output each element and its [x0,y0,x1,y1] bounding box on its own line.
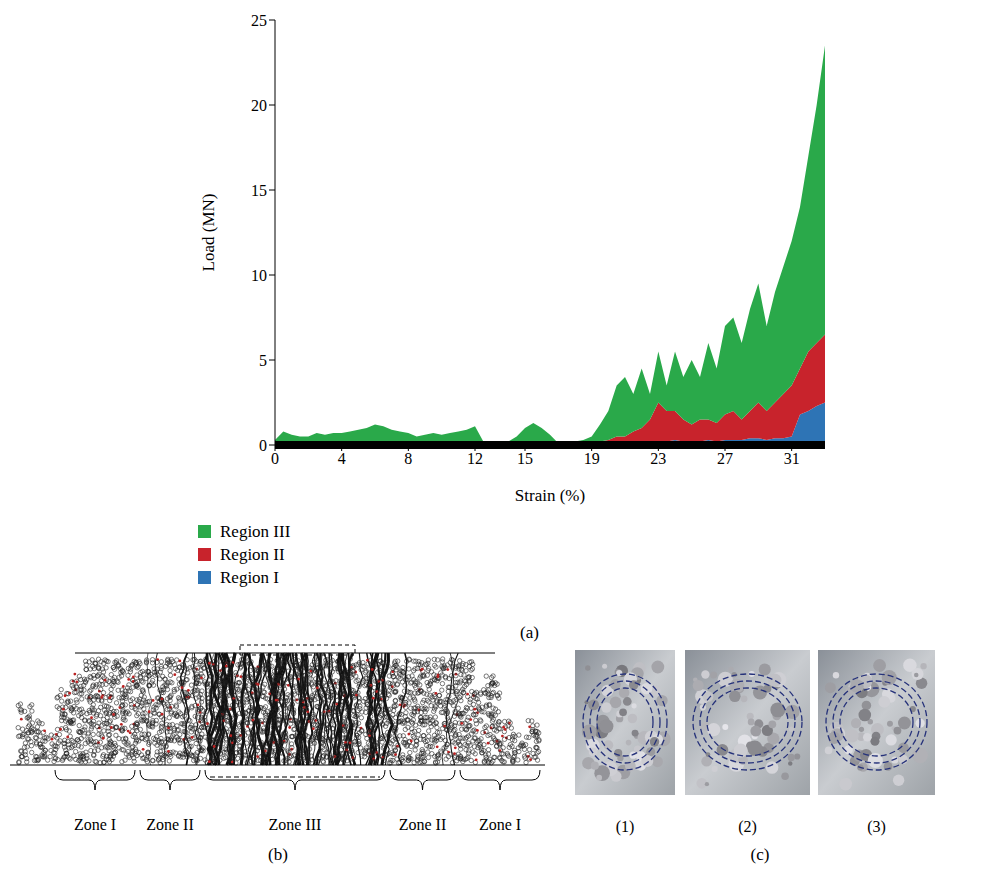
svg-text:Zone I: Zone I [74,816,116,833]
svg-text:(2): (2) [738,818,757,836]
svg-text:(b): (b) [268,845,288,864]
svg-text:(c): (c) [751,845,770,864]
svg-text:0: 0 [271,450,279,467]
svg-text:0: 0 [259,437,267,454]
svg-text:27: 27 [717,450,733,467]
svg-text:8: 8 [404,450,412,467]
svg-text:Zone II: Zone II [146,816,194,833]
svg-text:Zone I: Zone I [479,816,521,833]
svg-text:5: 5 [259,352,267,369]
html-text:Region I: Region I [220,567,279,587]
html-text:Region II: Region II [220,544,285,564]
svg-text:15: 15 [517,450,533,467]
html-text:(a): (a) [520,623,539,642]
svg-text:10: 10 [251,267,267,284]
svg-text:12: 12 [467,450,483,467]
svg-text:(3): (3) [867,818,886,836]
svg-text:31: 31 [784,450,800,467]
svg-text:Strain (%): Strain (%) [515,486,585,505]
html-text:Region III: Region III [220,521,291,541]
svg-text:Zone II: Zone II [399,816,447,833]
svg-text:Zone III: Zone III [269,816,322,833]
svg-text:23: 23 [650,450,666,467]
svg-text:4: 4 [338,450,346,467]
svg-text:Load (MN): Load (MN) [199,194,218,272]
svg-text:20: 20 [251,97,267,114]
svg-text:(1): (1) [616,818,635,836]
svg-text:19: 19 [584,450,600,467]
svg-text:15: 15 [251,182,267,199]
svg-text:25: 25 [251,12,267,29]
